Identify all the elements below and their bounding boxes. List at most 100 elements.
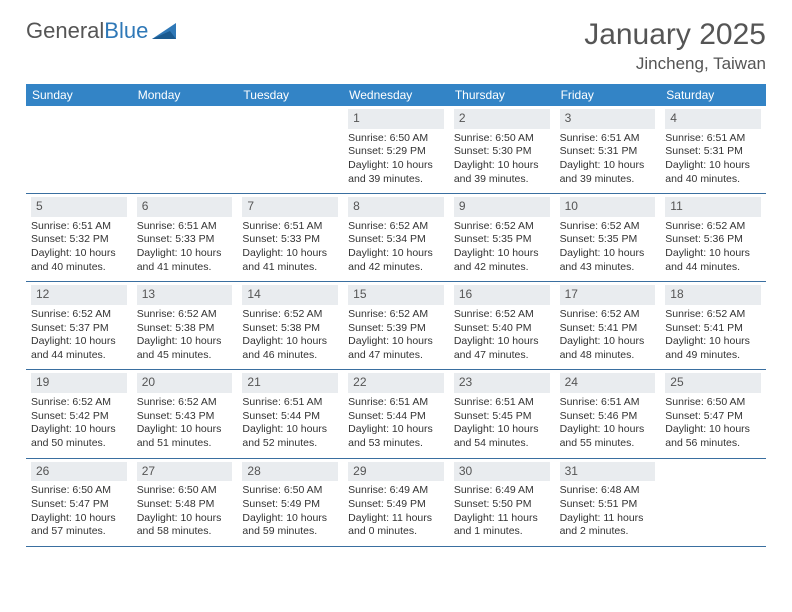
- day-number: 9: [454, 197, 550, 217]
- weekday-friday: Friday: [555, 84, 661, 106]
- sunrise-text: Sunrise: 6:50 AM: [242, 484, 338, 498]
- day-cell: 10Sunrise: 6:52 AMSunset: 5:35 PMDayligh…: [555, 194, 661, 281]
- day-number: 13: [137, 285, 233, 305]
- day-number: 1: [348, 109, 444, 129]
- day-number: 18: [665, 285, 761, 305]
- day-cell: 27Sunrise: 6:50 AMSunset: 5:48 PMDayligh…: [132, 459, 238, 546]
- daylight-text: Daylight: 10 hours and 39 minutes.: [560, 159, 656, 186]
- day-number: 31: [560, 462, 656, 482]
- sunrise-text: Sunrise: 6:51 AM: [560, 132, 656, 146]
- day-info: Sunrise: 6:52 AMSunset: 5:42 PMDaylight:…: [31, 396, 127, 451]
- day-info: Sunrise: 6:52 AMSunset: 5:40 PMDaylight:…: [454, 308, 550, 363]
- day-number: 16: [454, 285, 550, 305]
- day-number: 5: [31, 197, 127, 217]
- day-cell: 5Sunrise: 6:51 AMSunset: 5:32 PMDaylight…: [26, 194, 132, 281]
- sunrise-text: Sunrise: 6:51 AM: [560, 396, 656, 410]
- weekday-saturday: Saturday: [660, 84, 766, 106]
- day-info: Sunrise: 6:51 AMSunset: 5:44 PMDaylight:…: [348, 396, 444, 451]
- sunrise-text: Sunrise: 6:49 AM: [454, 484, 550, 498]
- sunset-text: Sunset: 5:42 PM: [31, 410, 127, 424]
- day-info: Sunrise: 6:52 AMSunset: 5:39 PMDaylight:…: [348, 308, 444, 363]
- logo-text-general: General: [26, 18, 104, 44]
- sunset-text: Sunset: 5:49 PM: [242, 498, 338, 512]
- day-cell: 8Sunrise: 6:52 AMSunset: 5:34 PMDaylight…: [343, 194, 449, 281]
- day-cell: 19 Sunrise: 6:52 AMSunset: 5:42 PMDayligh…: [26, 370, 132, 457]
- weekday-sunday: Sunday: [26, 84, 132, 106]
- sunset-text: Sunset: 5:49 PM: [348, 498, 444, 512]
- sunset-text: Sunset: 5:38 PM: [242, 322, 338, 336]
- week-row: 1 Sunrise: 6:50 AMSunset: 5:29 PMDaylight…: [26, 106, 766, 194]
- day-info: Sunrise: 6:50 AMSunset: 5:29 PMDaylight:…: [348, 132, 444, 187]
- day-info: Sunrise: 6:50 AMSunset: 5:48 PMDaylight:…: [137, 484, 233, 539]
- day-number-empty: [237, 109, 343, 127]
- day-cell: 15Sunrise: 6:52 AMSunset: 5:39 PMDayligh…: [343, 282, 449, 369]
- day-cell: 11Sunrise: 6:52 AMSunset: 5:36 PMDayligh…: [660, 194, 766, 281]
- day-cell: 22Sunrise: 6:51 AMSunset: 5:44 PMDayligh…: [343, 370, 449, 457]
- day-number-empty: [132, 109, 238, 127]
- day-number: 19: [31, 373, 127, 393]
- day-number: 25: [665, 373, 761, 393]
- day-number: 24: [560, 373, 656, 393]
- sunset-text: Sunset: 5:44 PM: [348, 410, 444, 424]
- day-info: Sunrise: 6:50 AMSunset: 5:49 PMDaylight:…: [242, 484, 338, 539]
- sunset-text: Sunset: 5:46 PM: [560, 410, 656, 424]
- sunrise-text: Sunrise: 6:52 AM: [454, 308, 550, 322]
- day-cell: 28Sunrise: 6:50 AMSunset: 5:49 PMDayligh…: [237, 459, 343, 546]
- sunset-text: Sunset: 5:45 PM: [454, 410, 550, 424]
- sunrise-text: Sunrise: 6:51 AM: [31, 220, 127, 234]
- daylight-text: Daylight: 10 hours and 45 minutes.: [137, 335, 233, 362]
- day-number: 3: [560, 109, 656, 129]
- sunset-text: Sunset: 5:36 PM: [665, 233, 761, 247]
- weekday-thursday: Thursday: [449, 84, 555, 106]
- daylight-text: Daylight: 10 hours and 59 minutes.: [242, 512, 338, 539]
- day-info: Sunrise: 6:51 AMSunset: 5:44 PMDaylight:…: [242, 396, 338, 451]
- day-cell: [237, 106, 343, 193]
- day-cell: 2Sunrise: 6:50 AMSunset: 5:30 PMDaylight…: [449, 106, 555, 193]
- sunset-text: Sunset: 5:48 PM: [137, 498, 233, 512]
- sunrise-text: Sunrise: 6:52 AM: [560, 308, 656, 322]
- day-number: 2: [454, 109, 550, 129]
- sunrise-text: Sunrise: 6:49 AM: [348, 484, 444, 498]
- daylight-text: Daylight: 10 hours and 57 minutes.: [31, 512, 127, 539]
- sunset-text: Sunset: 5:33 PM: [137, 233, 233, 247]
- day-info: Sunrise: 6:48 AMSunset: 5:51 PMDaylight:…: [560, 484, 656, 539]
- logo: GeneralBlue: [26, 18, 178, 44]
- sunrise-text: Sunrise: 6:51 AM: [137, 220, 233, 234]
- sunrise-text: Sunrise: 6:51 AM: [348, 396, 444, 410]
- month-title: January 2025: [584, 18, 766, 52]
- sunset-text: Sunset: 5:50 PM: [454, 498, 550, 512]
- daylight-text: Daylight: 10 hours and 43 minutes.: [560, 247, 656, 274]
- page-header: GeneralBlue January 2025 Jincheng, Taiwa…: [26, 18, 766, 74]
- day-cell: 30Sunrise: 6:49 AMSunset: 5:50 PMDayligh…: [449, 459, 555, 546]
- weekday-wednesday: Wednesday: [343, 84, 449, 106]
- sunset-text: Sunset: 5:38 PM: [137, 322, 233, 336]
- day-cell: 3 Sunrise: 6:51 AMSunset: 5:31 PMDaylight…: [555, 106, 661, 193]
- day-cell: [26, 106, 132, 193]
- daylight-text: Daylight: 10 hours and 53 minutes.: [348, 423, 444, 450]
- title-block: January 2025 Jincheng, Taiwan: [584, 18, 766, 74]
- day-cell: 14Sunrise: 6:52 AMSunset: 5:38 PMDayligh…: [237, 282, 343, 369]
- day-cell: 18 Sunrise: 6:52 AMSunset: 5:41 PMDayligh…: [660, 282, 766, 369]
- sunset-text: Sunset: 5:47 PM: [665, 410, 761, 424]
- daylight-text: Daylight: 11 hours and 1 minutes.: [454, 512, 550, 539]
- sunrise-text: Sunrise: 6:50 AM: [348, 132, 444, 146]
- daylight-text: Daylight: 10 hours and 42 minutes.: [454, 247, 550, 274]
- sunset-text: Sunset: 5:31 PM: [560, 145, 656, 159]
- daylight-text: Daylight: 10 hours and 44 minutes.: [665, 247, 761, 274]
- day-info: Sunrise: 6:52 AMSunset: 5:35 PMDaylight:…: [454, 220, 550, 275]
- day-number: 6: [137, 197, 233, 217]
- day-number: 27: [137, 462, 233, 482]
- sunset-text: Sunset: 5:35 PM: [560, 233, 656, 247]
- sunset-text: Sunset: 5:31 PM: [665, 145, 761, 159]
- daylight-text: Daylight: 10 hours and 46 minutes.: [242, 335, 338, 362]
- daylight-text: Daylight: 10 hours and 40 minutes.: [665, 159, 761, 186]
- daylight-text: Daylight: 11 hours and 0 minutes.: [348, 512, 444, 539]
- day-number: 4: [665, 109, 761, 129]
- week-row: 19 Sunrise: 6:52 AMSunset: 5:42 PMDayligh…: [26, 370, 766, 458]
- sunrise-text: Sunrise: 6:52 AM: [560, 220, 656, 234]
- day-info: Sunrise: 6:52 AMSunset: 5:41 PMDaylight:…: [665, 308, 761, 363]
- sunrise-text: Sunrise: 6:52 AM: [665, 308, 761, 322]
- day-number: 23: [454, 373, 550, 393]
- daylight-text: Daylight: 10 hours and 49 minutes.: [665, 335, 761, 362]
- day-cell: 24Sunrise: 6:51 AMSunset: 5:46 PMDayligh…: [555, 370, 661, 457]
